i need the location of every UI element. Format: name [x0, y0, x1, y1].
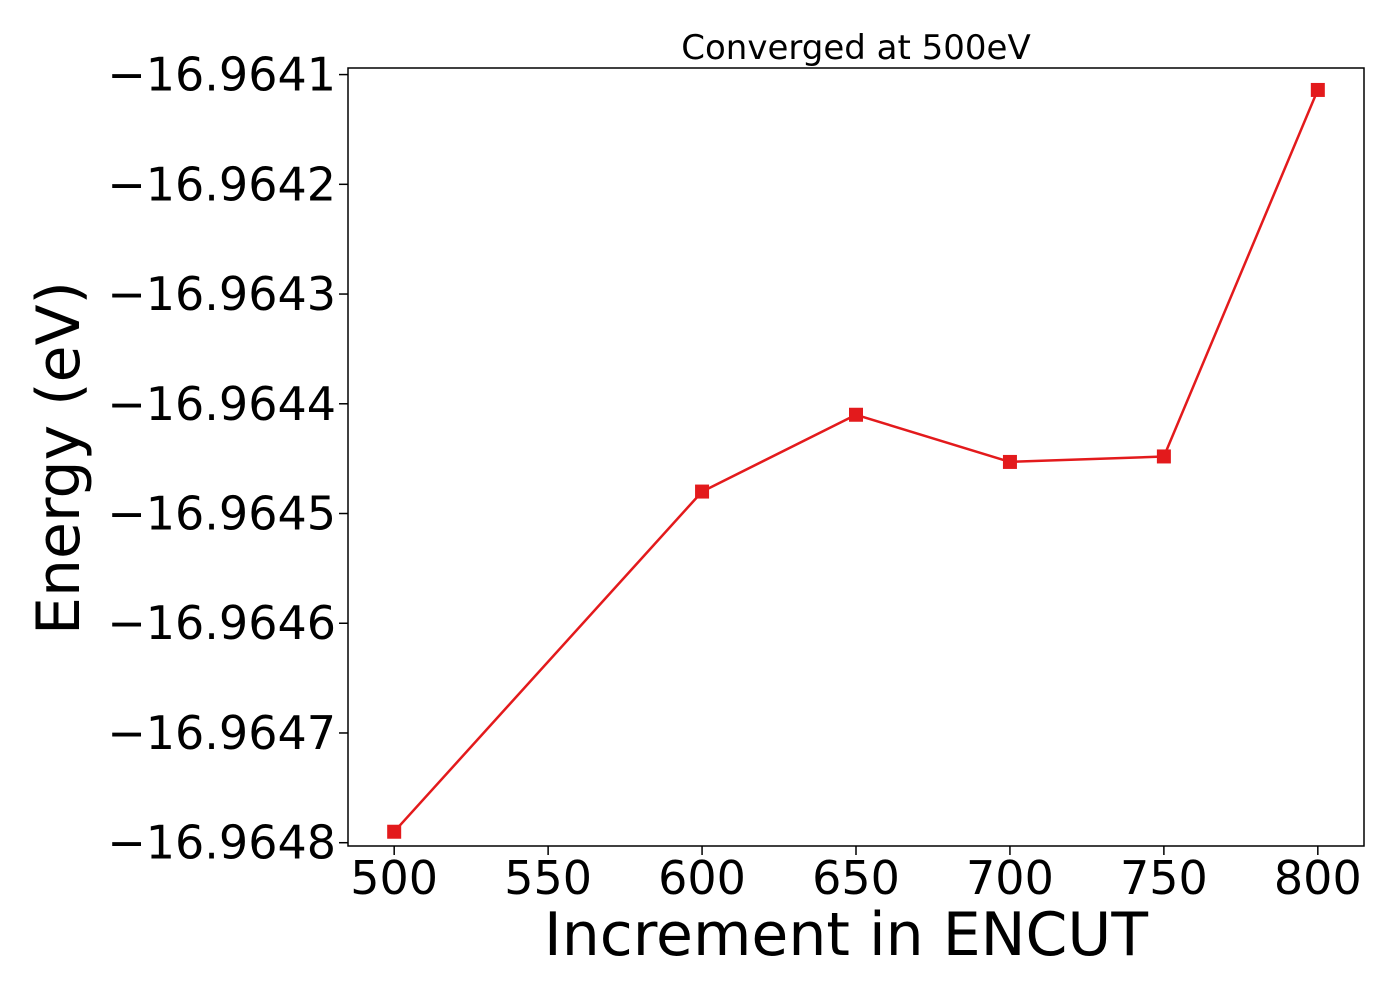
y-axis-label: Energy (eV)	[24, 281, 94, 635]
chart-title: Converged at 500eV	[681, 28, 1030, 68]
y-tick-label: −16.9641	[107, 48, 336, 102]
x-tick-label: 650	[812, 851, 900, 905]
data-point-marker	[1310, 82, 1325, 97]
y-axis-ticks: −16.9648 −16.9647 −16.9646 −16.9645 −16.9644…	[107, 48, 348, 870]
data-point-marker	[387, 824, 402, 839]
y-tick-label: −16.9644	[107, 377, 336, 431]
y-tick-label: −16.9646	[107, 596, 336, 650]
x-axis-label: Increment in ENCUT	[544, 900, 1148, 970]
data-point-marker	[1156, 449, 1171, 464]
x-axis-ticks: 500 550 600 650 700 750 800	[350, 846, 1362, 905]
x-tick-label: 500	[350, 851, 438, 905]
y-tick-label: −16.9643	[107, 267, 336, 321]
x-tick-label: 550	[504, 851, 592, 905]
y-tick-label: −16.9642	[107, 157, 336, 211]
data-point-marker	[849, 407, 863, 422]
series-layer	[387, 82, 1325, 839]
x-tick-label: 800	[1274, 851, 1362, 905]
y-tick-label: −16.9647	[107, 706, 336, 760]
data-point-marker	[695, 484, 710, 499]
x-tick-label: 600	[658, 851, 746, 905]
y-tick-label: −16.9645	[107, 487, 336, 541]
plot-area-frame	[347, 67, 1365, 847]
x-tick-label: 700	[966, 851, 1054, 905]
series-line	[393, 89, 1319, 833]
x-tick-label: 750	[1120, 851, 1208, 905]
data-point-marker	[1002, 454, 1017, 469]
y-tick-label: −16.9648	[107, 816, 336, 870]
